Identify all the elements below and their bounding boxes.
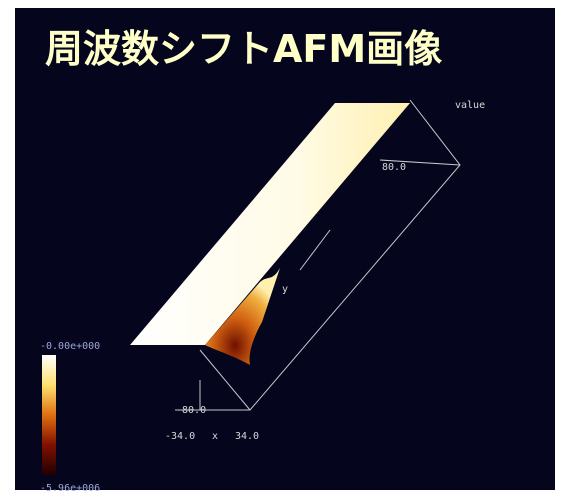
x-label: x [212,431,218,442]
colorbar-max: -0.00e+000 [40,341,100,352]
x-max: 34.0 [235,431,259,442]
y-max: 80.0 [382,162,406,173]
colorbar-min: -5.96e+006 [40,483,100,494]
wireframe [175,99,461,411]
colorbar [42,355,56,475]
surface [130,103,410,345]
surface-peak [205,268,280,365]
y-min: -80.0 [176,405,206,416]
value-label: value [455,100,485,111]
title: 周波数シフトAFM画像 [45,27,442,71]
x-min: -34.0 [165,431,195,442]
y-label: y [282,284,288,295]
